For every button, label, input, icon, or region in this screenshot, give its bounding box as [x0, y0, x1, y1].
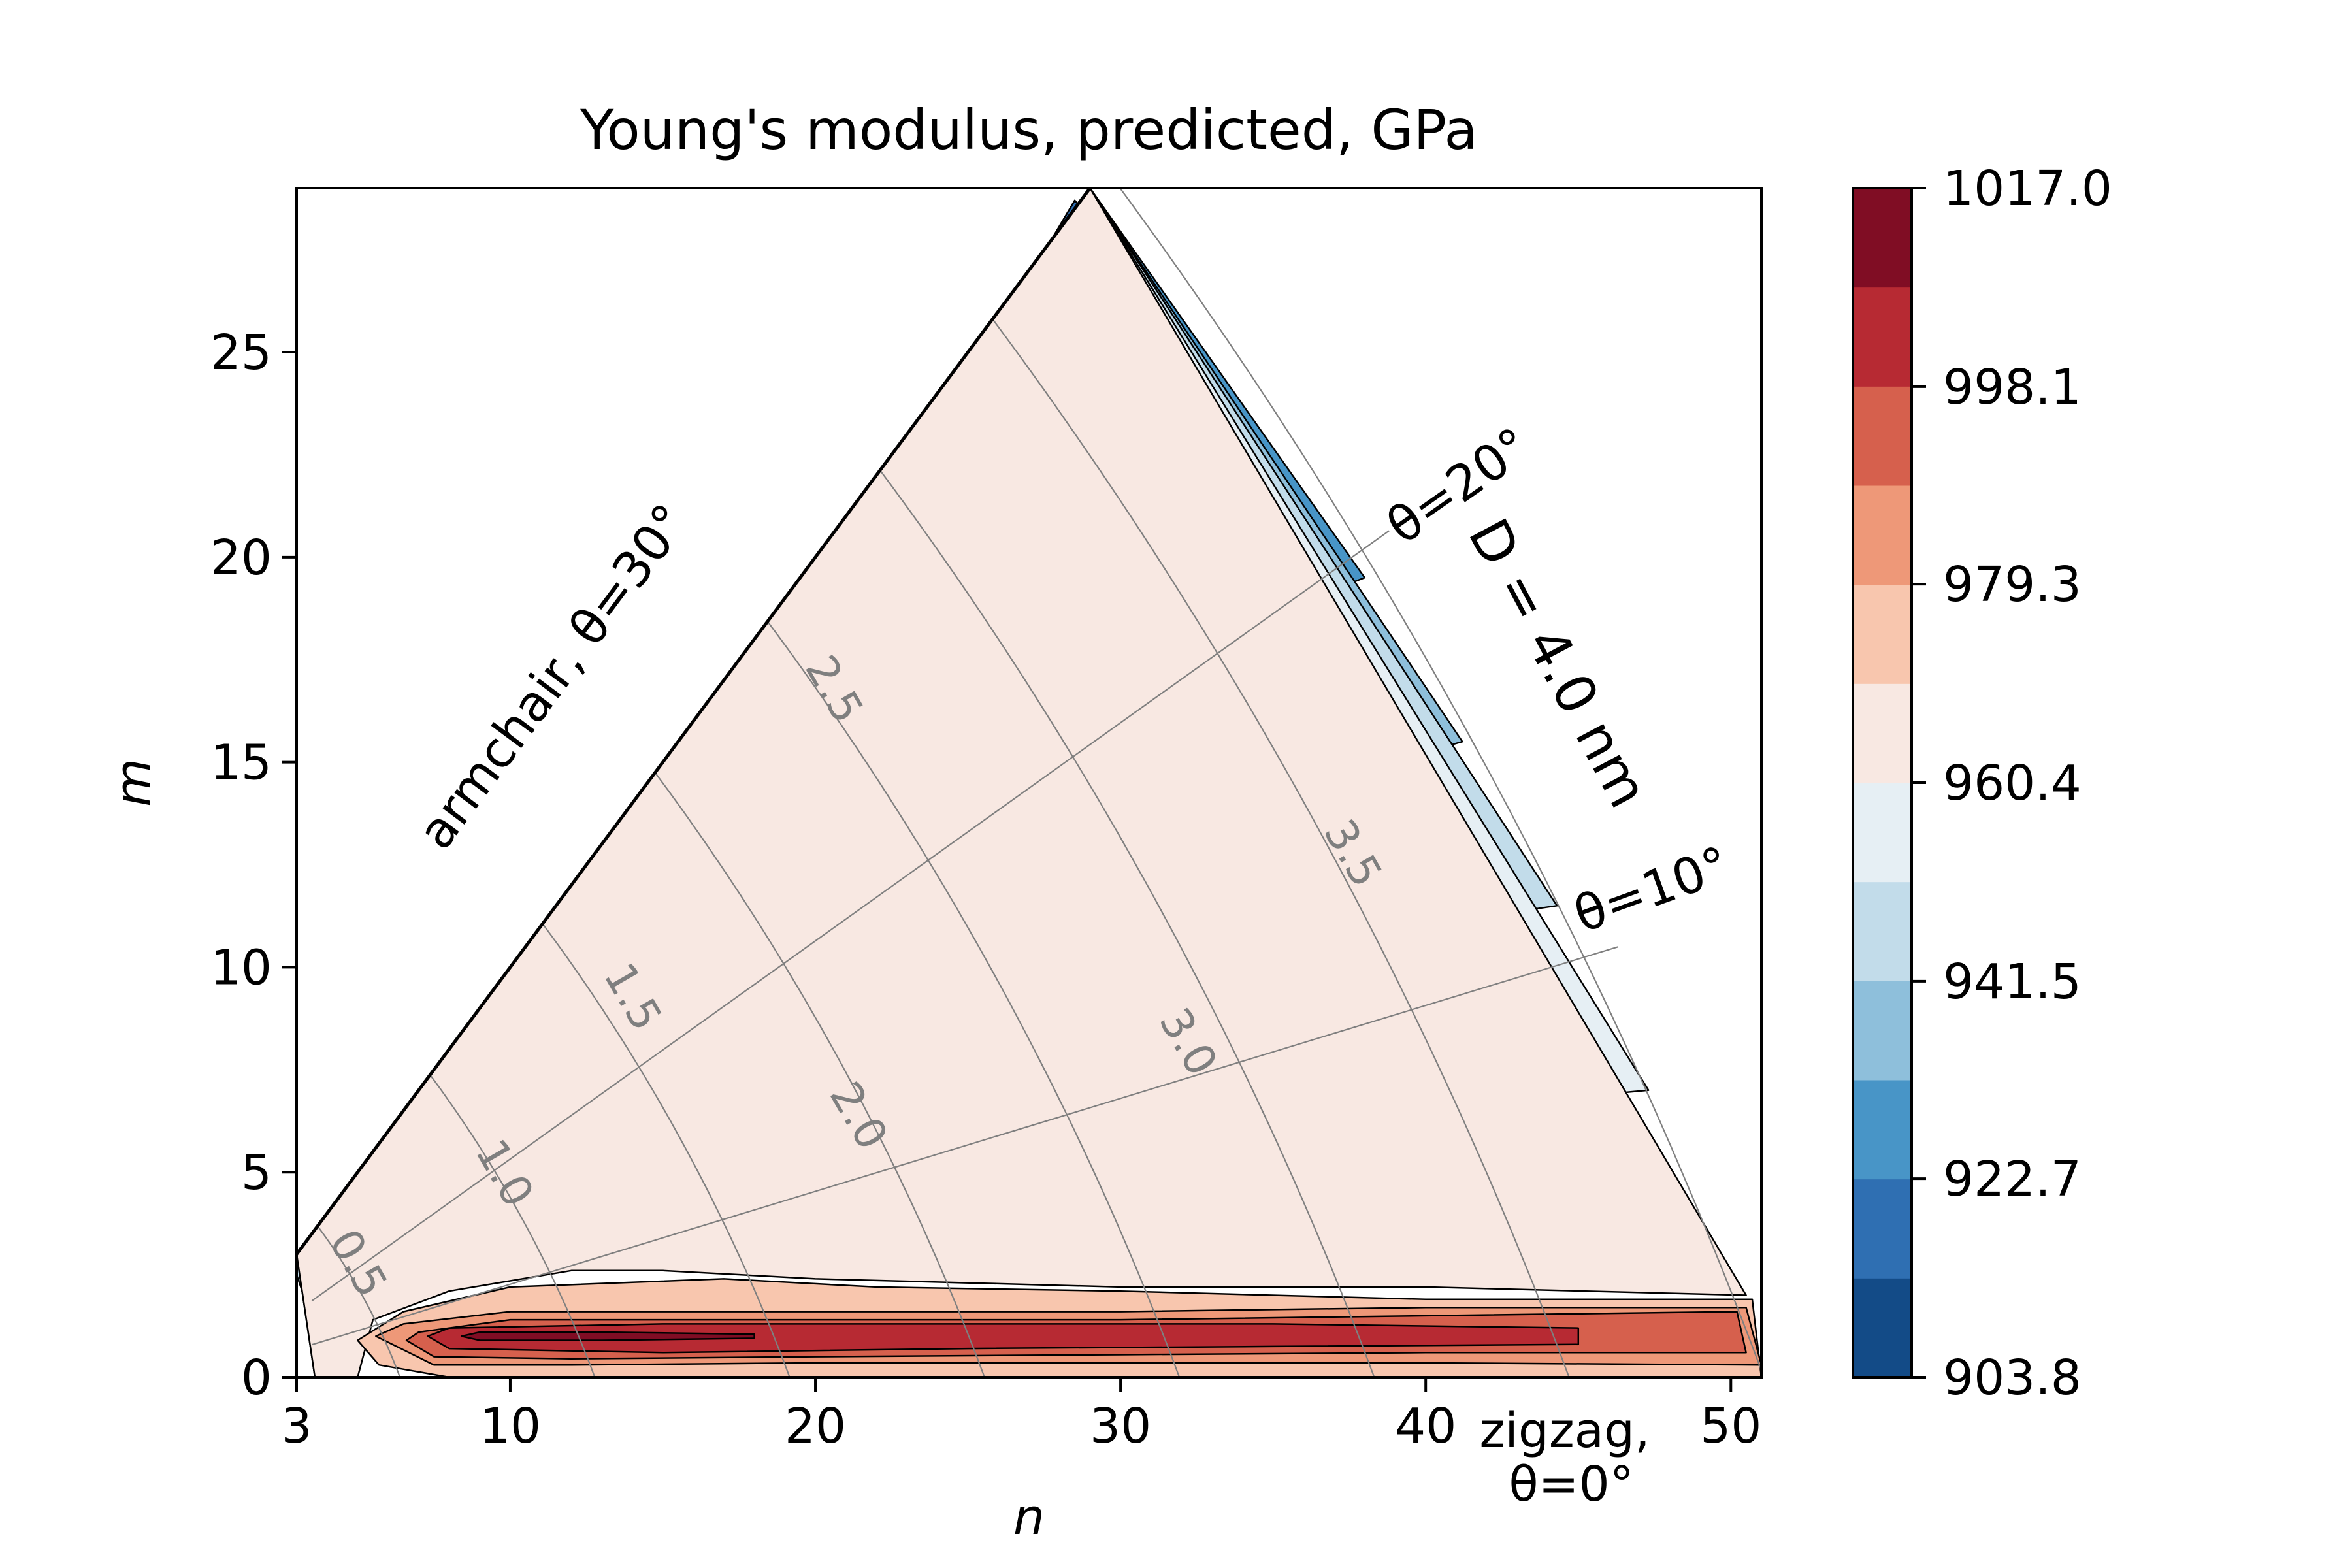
x-tick-label: 50: [1700, 1398, 1761, 1454]
x-axis-label: n: [1013, 1488, 1045, 1546]
diameter-line-1.5: [542, 923, 791, 1377]
x-tick-label: 30: [1090, 1398, 1151, 1454]
contour-region-level-10: [427, 1323, 1580, 1354]
chart-title: Young's modulus, predicted, GPa: [580, 98, 1478, 162]
diameter-guide-lines: [317, 188, 1761, 1377]
colorbar: 903.8 922.7 941.5 960.4 979.3 998.1 1017.0: [1852, 161, 2112, 1406]
diameter-line-1: [429, 1074, 596, 1377]
colorbar-tick-label: 960.4: [1943, 755, 2082, 811]
colorbar-tick-label: 941.5: [1943, 954, 2082, 1010]
y-axis-label: m: [104, 759, 162, 807]
x-tick-label: 40: [1395, 1398, 1456, 1454]
diameter-4.0-label: D = 4.0 nm: [1456, 508, 1661, 817]
contour-fill-regions: [297, 188, 1761, 1377]
colorbar-tick-label: 1017.0: [1943, 161, 2112, 217]
theta-line-10: [312, 946, 1618, 1346]
colorbar-tick-label: 998.1: [1943, 359, 2082, 416]
colorbar-swatch: [1853, 683, 1912, 783]
x-axis-ticks: 3 10 20 30 40 50: [281, 1377, 1761, 1454]
zigzag-angle-label: θ=0°: [1509, 1456, 1633, 1512]
y-tick-label: 20: [210, 530, 272, 586]
y-tick-label: 15: [210, 735, 272, 791]
diameter-line-0.5: [317, 1225, 401, 1377]
colorbar-swatch: [1853, 783, 1912, 883]
y-tick-label: 5: [241, 1145, 272, 1201]
armchair-boundary-line: [295, 187, 1092, 1256]
colorbar-swatch: [1853, 188, 1912, 288]
colorbar-tick-label: 903.8: [1943, 1350, 2082, 1406]
chiral-angle-guide-lines: [311, 530, 1618, 1346]
diameter-line-3.5: [992, 318, 1570, 1377]
y-tick-label: 10: [210, 939, 272, 996]
diameter-line-4: [1119, 188, 1761, 1373]
colorbar-tick-label: 979.3: [1943, 557, 2082, 613]
colorbar-swatch: [1853, 584, 1912, 684]
contour-region-level-11: [460, 1331, 755, 1341]
y-tick-label: 25: [210, 325, 272, 381]
colorbar-swatch: [1853, 881, 1912, 981]
colorbar-swatch: [1853, 287, 1912, 387]
y-tick-label: 0: [241, 1350, 272, 1406]
diameter-line-3: [879, 470, 1375, 1377]
x-tick-label: 20: [785, 1398, 846, 1454]
x-tick-label: 3: [281, 1398, 312, 1454]
colorbar-swatch: [1853, 1080, 1912, 1180]
colorbar-swatch: [1853, 485, 1912, 585]
theta-10-label: θ=10°: [1567, 835, 1737, 944]
diameter-line-2: [654, 772, 985, 1377]
zigzag-label: zigzag,: [1479, 1403, 1650, 1459]
colorbar-swatch: [1853, 981, 1912, 1081]
colorbar-tick-label: 922.7: [1943, 1151, 2082, 1207]
theta-line-20: [311, 530, 1390, 1302]
colorbar-swatch: [1853, 1278, 1912, 1378]
colorbar-swatch: [1853, 1179, 1912, 1279]
y-axis-ticks: 0 5 10 15 20 25: [210, 325, 297, 1406]
diameter-line-2.5: [766, 621, 1181, 1377]
colorbar-swatch: [1853, 386, 1912, 486]
plot-frame: [295, 187, 1763, 1379]
x-tick-label: 10: [480, 1398, 541, 1454]
contour-region-level-6: [297, 188, 1747, 1377]
